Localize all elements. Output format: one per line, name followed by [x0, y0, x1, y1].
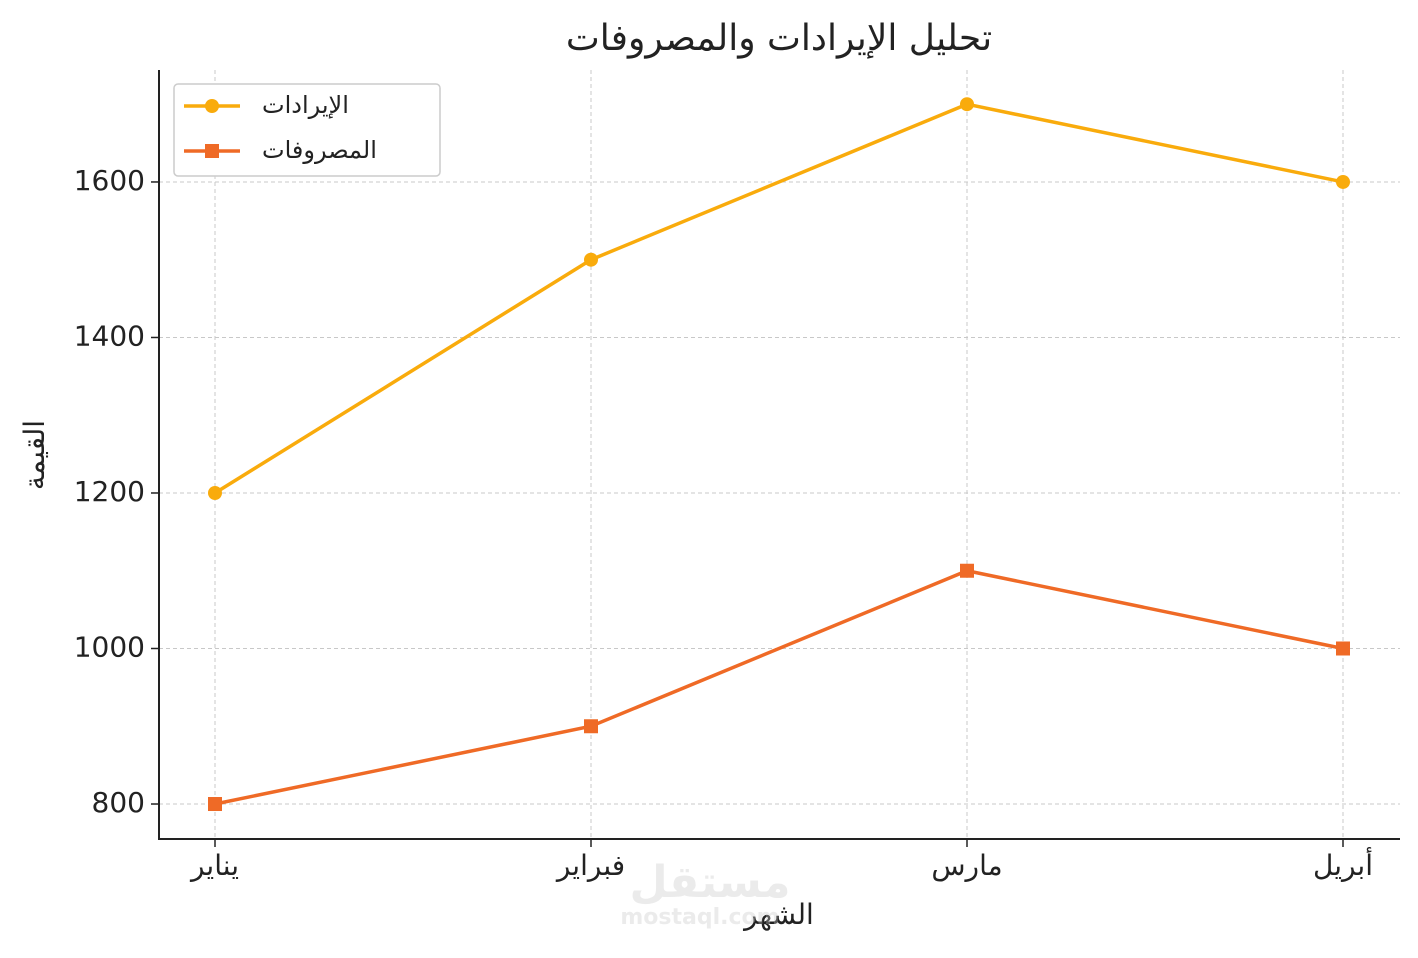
x-tick-label: يناير — [189, 849, 239, 882]
series-line — [214, 102, 1344, 495]
y-tick-label: 1600 — [74, 164, 145, 197]
marker — [208, 485, 222, 500]
marker — [1336, 641, 1350, 656]
chart-title: تحليل الإيرادات والمصروفات — [566, 18, 992, 59]
marker — [205, 99, 219, 113]
y-tick-label: 1200 — [74, 475, 145, 508]
marker — [205, 144, 219, 158]
y-axis-label: القيمة — [18, 420, 51, 490]
marker — [960, 97, 974, 112]
legend: الإيرادات المصروفات — [173, 83, 441, 177]
y-tick-label: 1000 — [74, 630, 145, 663]
x-tick-label: أبريل — [1313, 846, 1373, 882]
axis — [158, 70, 1400, 840]
x-tick-label: مارس — [931, 849, 1002, 882]
y-tick-label: 800 — [92, 786, 145, 819]
marker — [960, 563, 974, 578]
x-axis-label: الشهر — [742, 898, 814, 931]
x-tick-label: فبراير — [555, 849, 625, 882]
watermark-logo: مستقل — [630, 857, 791, 908]
marker — [584, 252, 598, 267]
y-tick-label: 1400 — [74, 319, 145, 352]
marker — [1336, 174, 1350, 189]
marker — [208, 797, 222, 812]
watermark-url: mostaql.com — [620, 905, 779, 930]
legend-label: الإيرادات — [262, 91, 349, 119]
watermark: مستقل mostaql.com — [620, 857, 790, 930]
series-line — [214, 568, 1344, 806]
legend-box — [173, 83, 441, 177]
legend-label: المصروفات — [262, 136, 377, 164]
marker — [584, 719, 598, 734]
